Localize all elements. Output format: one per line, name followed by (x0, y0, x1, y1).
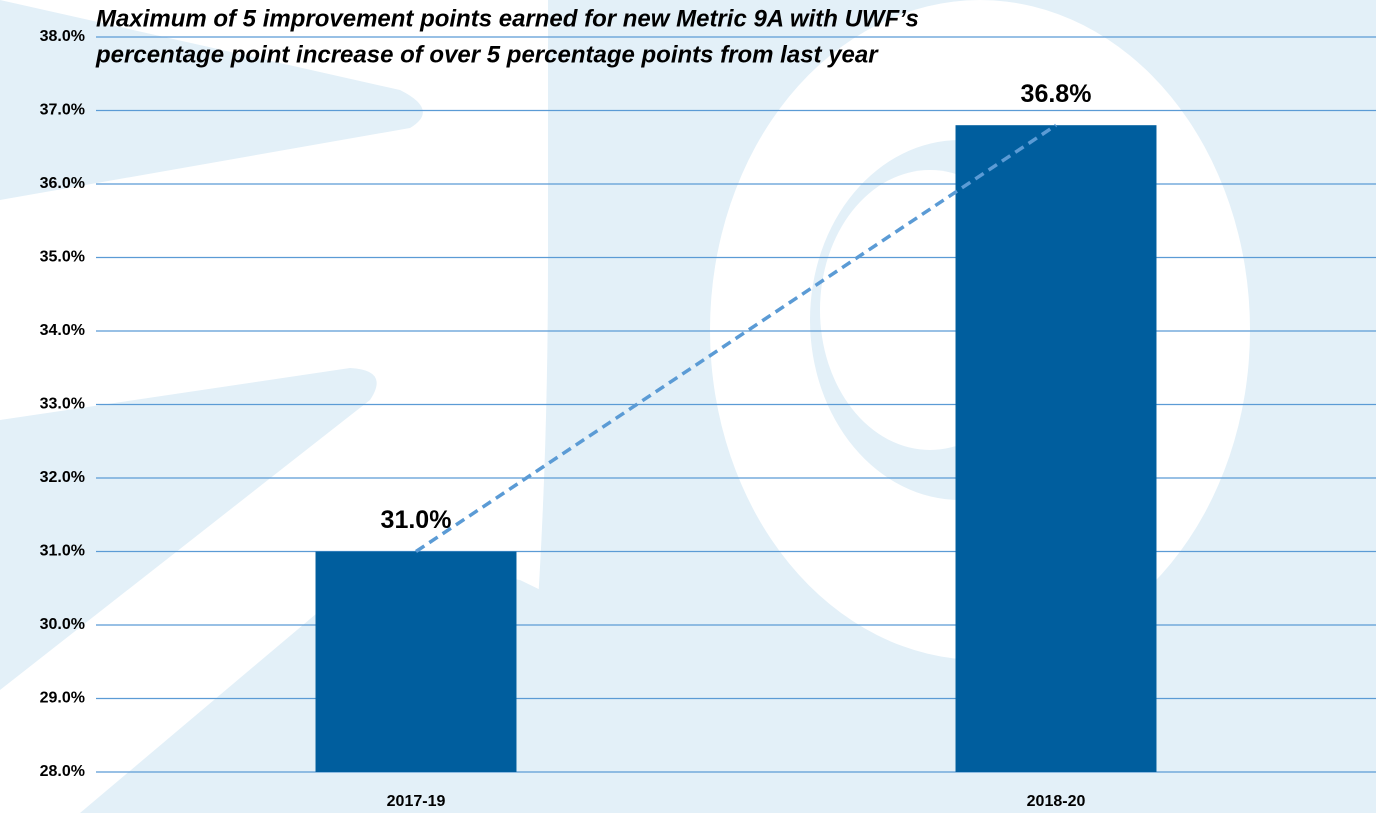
x-tick-label: 2018-20 (1027, 793, 1086, 810)
y-tick-label: 32.0% (40, 469, 85, 486)
y-tick-label: 37.0% (40, 102, 85, 119)
value-label: 31.0% (381, 506, 452, 534)
x-tick-label: 2017-19 (387, 793, 446, 810)
y-tick-label: 38.0% (40, 28, 85, 45)
background-decoration (0, 0, 1376, 813)
chart: Maximum of 5 improvement points earned f… (0, 0, 1376, 813)
y-tick-label: 35.0% (40, 249, 85, 266)
y-tick-label: 28.0% (40, 763, 85, 780)
y-tick-label: 29.0% (40, 690, 85, 707)
y-tick-label: 34.0% (40, 322, 85, 339)
bar (956, 125, 1157, 772)
y-tick-label: 33.0% (40, 396, 85, 413)
y-tick-label: 36.0% (40, 175, 85, 192)
y-tick-label: 31.0% (40, 543, 85, 560)
bar (316, 552, 517, 773)
y-tick-label: 30.0% (40, 616, 85, 633)
value-label: 36.8% (1021, 80, 1092, 108)
chart-title: percentage point increase of over 5 perc… (95, 41, 879, 68)
chart-title: Maximum of 5 improvement points earned f… (96, 5, 919, 32)
